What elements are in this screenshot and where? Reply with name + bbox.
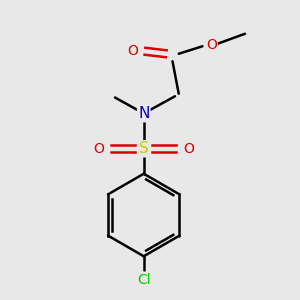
Text: Cl: Cl	[137, 273, 151, 287]
Text: N: N	[138, 106, 149, 121]
Text: O: O	[183, 142, 194, 156]
Text: O: O	[93, 142, 104, 156]
Text: S: S	[139, 141, 148, 156]
Text: O: O	[206, 38, 217, 52]
Text: O: O	[127, 44, 138, 58]
